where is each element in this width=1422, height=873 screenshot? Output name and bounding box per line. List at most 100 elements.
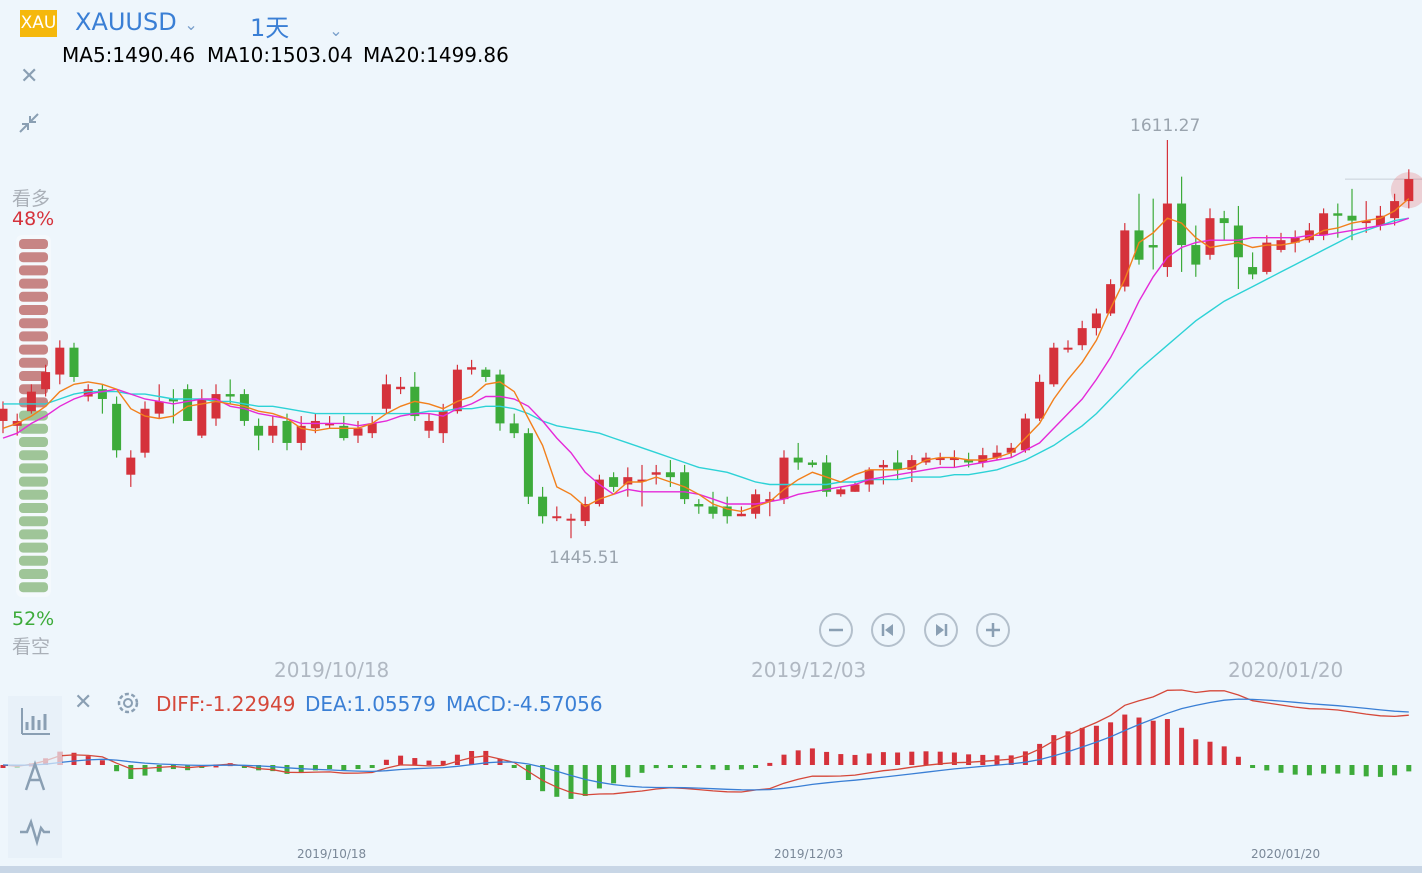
candle [126,450,136,487]
candle [1020,413,1030,453]
bull-segment [19,305,48,315]
close-icon[interactable]: ✕ [74,690,93,715]
macd-bar [809,748,815,765]
macd-bar [540,765,546,792]
macd-bar [596,765,602,789]
macd-bar [440,760,446,765]
bull-segment [19,265,48,276]
macd-bar [724,765,730,771]
macd-bar [128,765,134,779]
period-selector[interactable]: 1天 ⌄ [250,8,343,43]
bear-segment [19,529,48,540]
compress-icon[interactable] [16,110,42,136]
candle [211,384,221,426]
macd-bar [1193,739,1199,765]
candle [1191,225,1201,277]
bull-segment [19,291,48,302]
macd-bar [1136,717,1142,765]
candle [83,384,93,402]
zoom-in-button[interactable] [976,613,1010,647]
macd-bar [525,765,531,781]
gear-icon[interactable] [113,688,143,718]
sentiment-bar [16,235,51,597]
bear-label: 看空 [12,636,51,658]
macd-bar [966,754,972,765]
macd-bar [398,755,404,765]
candle [438,403,448,443]
candle [779,450,789,505]
macd-bar [71,752,77,765]
macd-bar [568,765,574,799]
indicator-icon[interactable] [16,758,54,796]
x-tick-label: 2020/01/20 [1228,658,1344,682]
macd-bar [838,754,844,765]
candle [296,416,306,451]
bull-label: 看多 [12,188,51,210]
ma20-line [3,217,1409,486]
bar-chart-icon[interactable] [16,702,54,740]
bottom-scrollbar[interactable] [0,866,1422,873]
candle [1063,340,1073,353]
skip-last-button[interactable] [924,613,958,647]
macd-bar [1051,735,1057,765]
skip-first-button[interactable] [871,613,905,647]
candle [452,364,462,414]
macd-bar [795,750,801,765]
candle [353,420,363,443]
macd-bar [1363,765,1369,777]
candle [268,416,278,443]
macd-bar [114,765,120,772]
zoom-out-icon [829,628,843,632]
macd-x-tick-label: 2019/12/03 [774,847,844,861]
bull-segment [19,252,48,263]
sentiment-segments [19,239,48,593]
candle [538,486,548,524]
macd-bar [1164,719,1170,765]
candle [1035,374,1045,421]
bear-segment [19,503,48,513]
zoom-out-button[interactable] [819,613,853,647]
candle [594,474,604,507]
macd-bar [923,751,929,765]
macd-x-tick-label: 2019/10/18 [297,847,367,861]
macd-bar [454,754,460,765]
candle [254,418,264,451]
candle [225,379,235,404]
macd-bar [1292,765,1298,775]
bear-segment [19,582,48,593]
candle [978,447,988,468]
macd-bar [99,760,105,765]
macd-bar [1122,714,1128,765]
bull-segment [19,278,48,289]
zoom-in-icon [986,623,1000,637]
period-label: 1天 [250,14,290,42]
candle [239,389,249,426]
symbol-selector[interactable]: XAUUSD ⌄ [75,8,198,36]
close-icon[interactable]: ✕ [20,64,39,89]
candle [481,367,491,382]
bear-segment [19,463,48,474]
candle [850,482,860,492]
bull-segment [19,318,48,329]
macd-bar [1406,765,1412,772]
macd-bar [1150,720,1156,765]
macd-bar [1306,765,1312,776]
macd-bar [1065,731,1071,765]
candle [836,486,846,497]
candle [523,428,533,505]
candle [325,416,335,429]
macd-bar [753,765,759,768]
macd-bar [738,765,744,770]
macd-bar [412,758,418,765]
macd-macd-value: MACD:-4.57056 [446,692,603,716]
bear-segment [19,516,48,527]
macd-bar [1392,765,1398,776]
candle [1162,140,1172,277]
pulse-icon[interactable] [16,812,54,850]
candle [1205,208,1215,260]
candle [637,464,647,507]
candle [949,450,959,468]
candle [765,491,775,517]
candle [1219,210,1229,241]
